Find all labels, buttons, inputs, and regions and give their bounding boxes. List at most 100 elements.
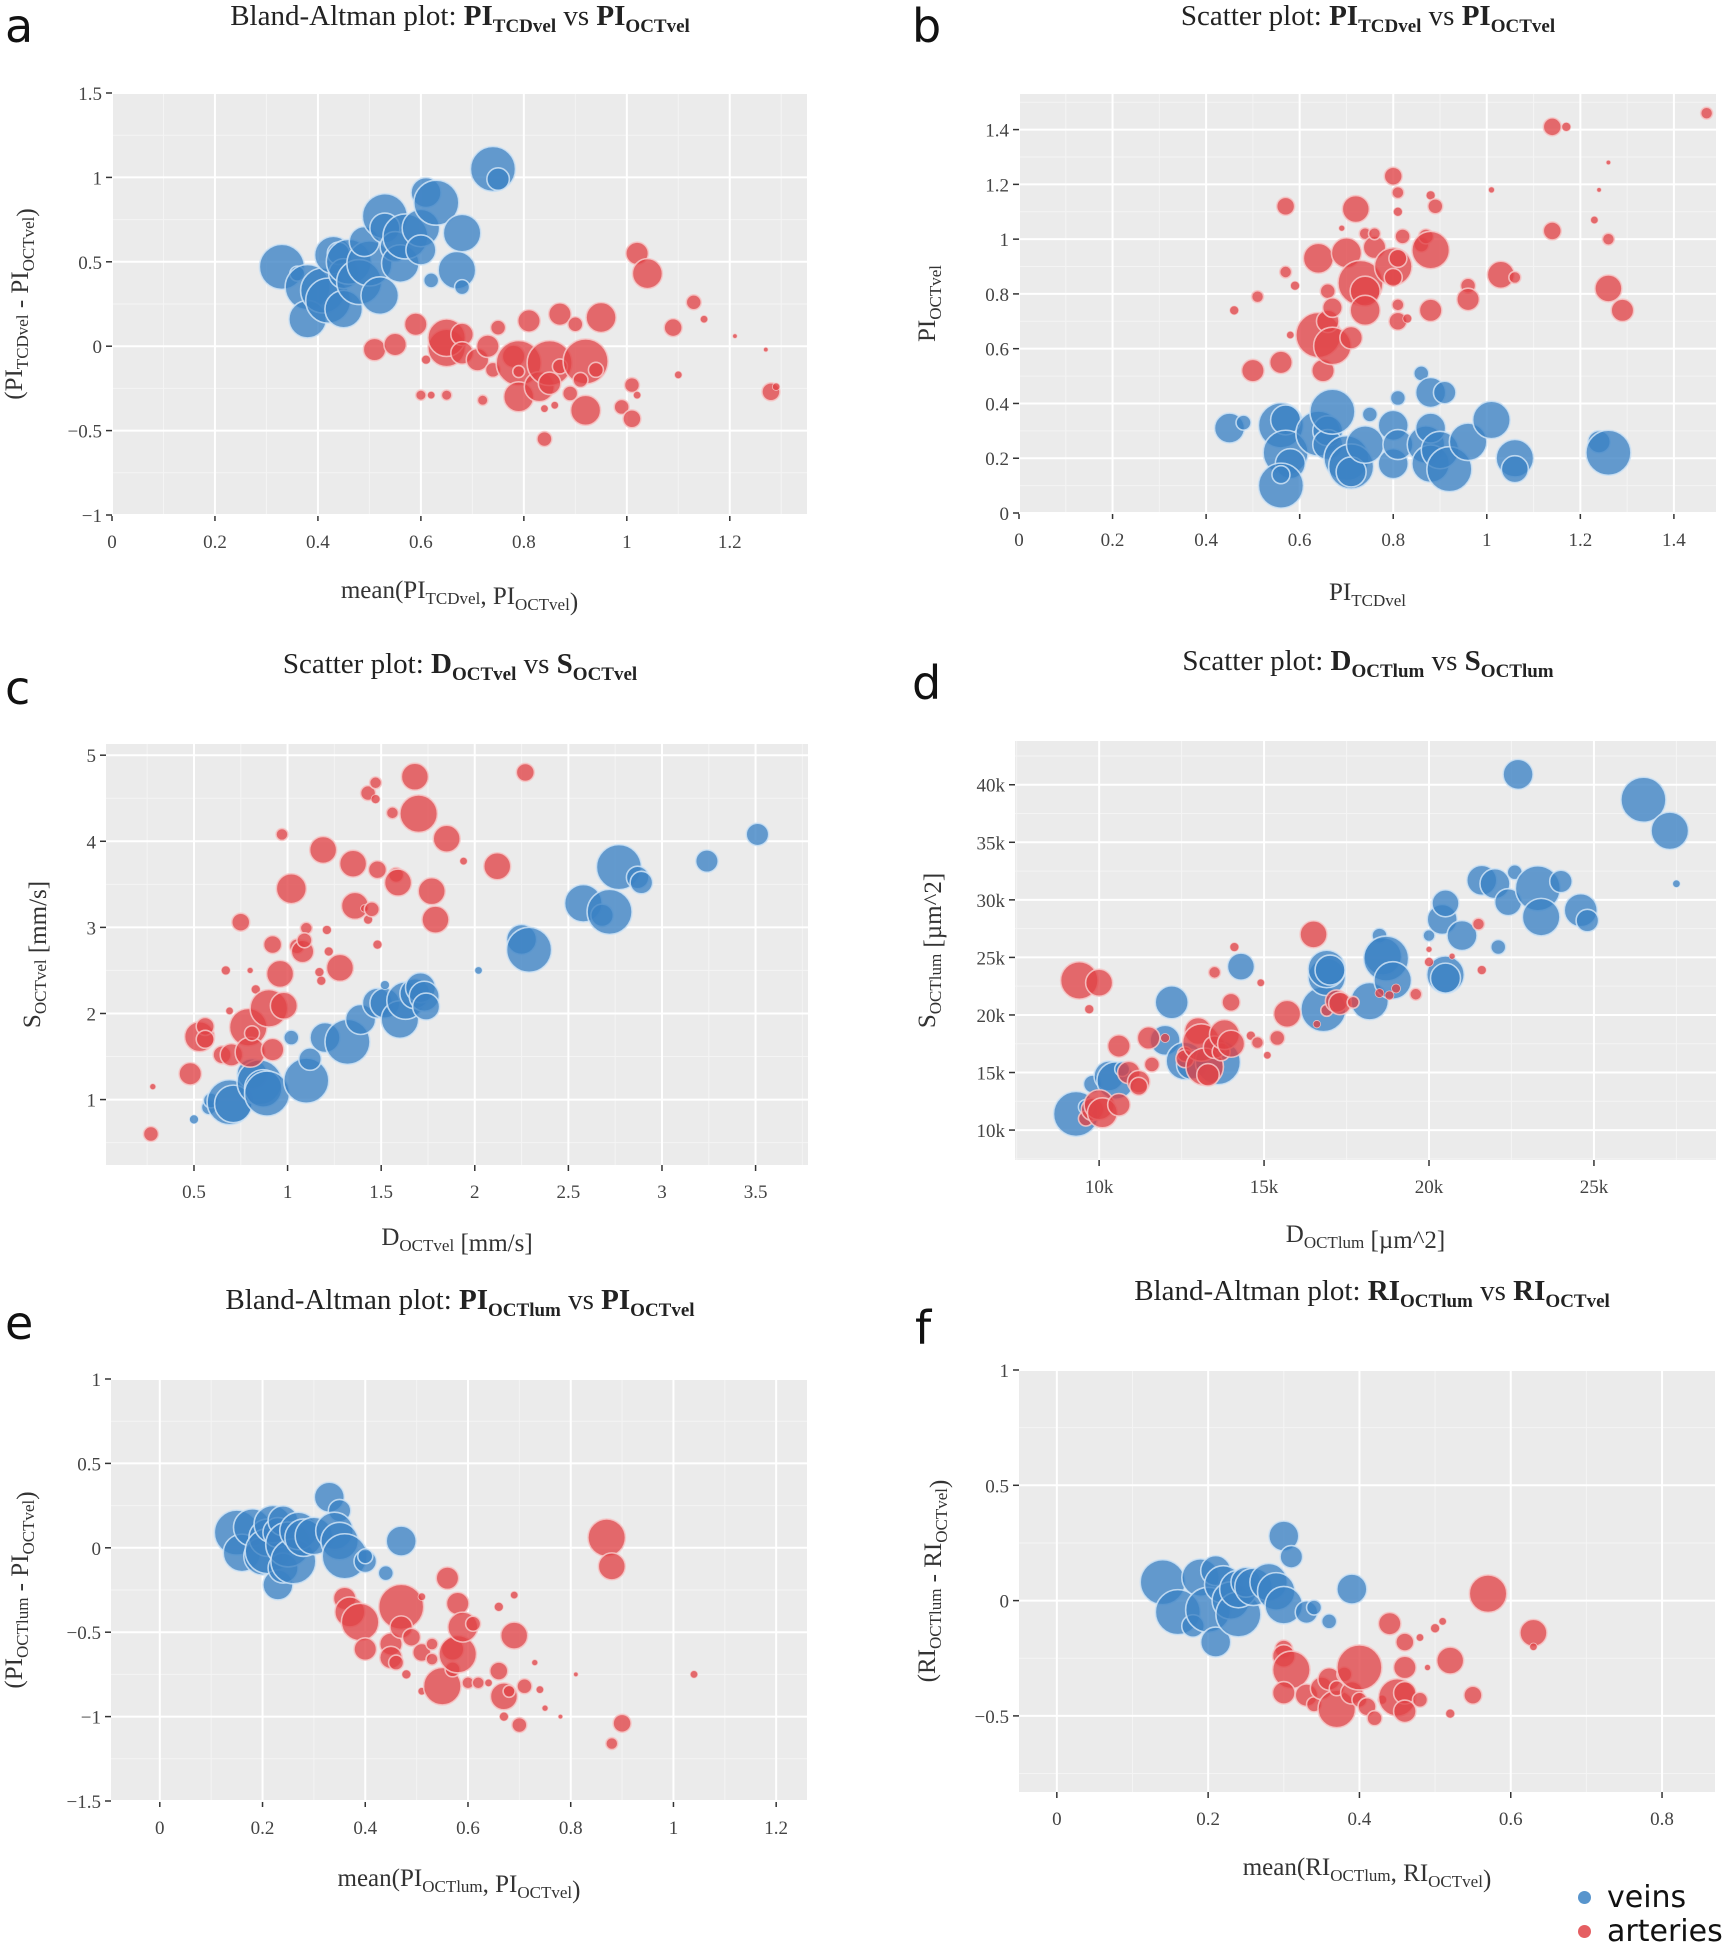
data-point-veins (1336, 1573, 1368, 1605)
data-point-arteries (195, 1029, 216, 1050)
data-point-arteries (323, 946, 334, 957)
series-veins (258, 145, 517, 339)
data-point-arteries (1391, 298, 1405, 312)
y-axis-title-sub2: OCTvel (19, 216, 38, 271)
data-point-veins (1432, 380, 1457, 405)
data-point-veins (360, 276, 400, 316)
y-tick-label: 0.4 (985, 394, 1009, 415)
y-tick-label: −1.5 (67, 1792, 101, 1813)
data-point-arteries (1605, 159, 1612, 166)
x-tick-label: 1 (622, 532, 632, 553)
data-point-arteries (265, 959, 295, 989)
data-point-arteries (387, 1654, 405, 1671)
y-tick-label: 0 (93, 337, 103, 358)
x-tick-label: 25k (1580, 1177, 1609, 1198)
data-point-arteries (550, 401, 559, 410)
data-point-arteries (1424, 1664, 1431, 1671)
data-point-arteries (325, 953, 355, 983)
data-point-arteries (1143, 1056, 1161, 1073)
data-point-arteries (1424, 957, 1434, 967)
data-point-arteries (432, 824, 462, 854)
x-tick-label: 1 (283, 1182, 293, 1203)
data-point-veins (505, 926, 553, 974)
data-point-arteries (1229, 942, 1240, 952)
data-point-veins (486, 167, 511, 192)
data-point-arteries (459, 856, 468, 866)
x-axis-title: PITCDvel (1329, 579, 1406, 610)
data-point-arteries (1391, 185, 1405, 200)
legend: veins arteries (1578, 1880, 1723, 1949)
y-axis-title-sub2: OCTvel (932, 1488, 951, 1543)
data-point-arteries (475, 334, 500, 359)
data-point-veins (453, 278, 471, 296)
data-point-arteries (1425, 945, 1433, 953)
title-sub-a: OCTlum (1400, 1291, 1473, 1312)
data-point-veins (297, 1047, 323, 1072)
data-point-arteries (1395, 1632, 1415, 1652)
y-axis-title: (PITCDvel - PIOCTvel) (1, 208, 40, 400)
data-point-arteries (516, 308, 542, 333)
x-axis-title-sub1: OCTlum (1330, 1866, 1390, 1885)
data-point-arteries (399, 794, 439, 834)
y-axis-title-sub1: OCTlum (13, 1598, 32, 1658)
data-point-arteries (220, 965, 231, 976)
data-point-arteries (1341, 194, 1371, 224)
data-point-arteries (557, 1713, 564, 1720)
y-tick-label: 0 (1000, 1592, 1010, 1613)
title-vs: vs (516, 648, 557, 680)
data-point-veins (694, 849, 719, 874)
data-point-arteries (1250, 1035, 1265, 1050)
y-axis-title: SOCTlum [µm^2] (914, 873, 947, 1028)
data-point-veins (422, 272, 440, 289)
chart-title-e: Bland-Altman plot: PIOCTlum vs PIOCTvel (225, 1284, 694, 1322)
data-point-arteries (1128, 1076, 1149, 1097)
data-point-arteries (385, 806, 400, 820)
legend-item-arteries: arteries (1578, 1914, 1723, 1949)
data-point-arteries (401, 1669, 412, 1680)
data-point-arteries (383, 868, 413, 897)
y-tick-label: 0.2 (985, 449, 1009, 470)
data-point-arteries (585, 301, 617, 334)
data-point-arteries (1596, 187, 1602, 193)
data-point-arteries (1402, 313, 1413, 324)
data-point-arteries (425, 1652, 439, 1667)
x-axis-title-sub1: TCDvel (426, 589, 481, 608)
data-point-arteries (1312, 1020, 1321, 1029)
data-point-arteries (541, 1704, 549, 1712)
x-tick-label: 0 (1052, 1809, 1062, 1830)
data-point-arteries (178, 1061, 203, 1086)
title-sub-b: OCTlum (1480, 661, 1554, 682)
x-axis-title-post: [µm^2] (1364, 1227, 1445, 1254)
series-veins (1213, 365, 1632, 509)
y-tick-label: 20k (977, 1006, 1006, 1027)
data-point-arteries (1415, 1633, 1425, 1642)
data-point-arteries (1229, 305, 1240, 316)
title-var-a: RI (1367, 1275, 1401, 1307)
data-point-arteries (401, 1627, 422, 1648)
data-point-veins (1314, 954, 1346, 986)
data-point-arteries (1409, 987, 1423, 1002)
data-point-arteries (1476, 965, 1487, 975)
y-tick-label: 0 (92, 1539, 102, 1560)
title-var-a: D (1330, 645, 1352, 677)
data-point-arteries (435, 1566, 460, 1591)
data-point-arteries (1542, 117, 1563, 137)
title-sub-b: OCTvel (630, 1300, 695, 1321)
y-tick-label: 1.2 (985, 175, 1009, 196)
data-point-arteries (1160, 1033, 1170, 1043)
x-tick-label: 1 (669, 1818, 679, 1839)
data-point-arteries (1250, 289, 1265, 304)
data-point-veins (1521, 897, 1561, 937)
y-tick-label: 1 (87, 1091, 97, 1112)
y-tick-label: 3 (87, 918, 97, 939)
data-point-arteries (685, 294, 703, 311)
title-prefix: Scatter plot: (1182, 645, 1331, 677)
data-point-arteries (275, 872, 308, 905)
data-point-arteries (689, 1670, 699, 1679)
data-point-arteries (1438, 1617, 1447, 1626)
title-var-b: S (556, 648, 573, 680)
y-tick-label: 1.5 (78, 84, 102, 105)
data-point-arteries (1263, 1051, 1272, 1060)
title-sub-a: TCDvel (492, 16, 557, 37)
data-point-veins (385, 1525, 418, 1557)
